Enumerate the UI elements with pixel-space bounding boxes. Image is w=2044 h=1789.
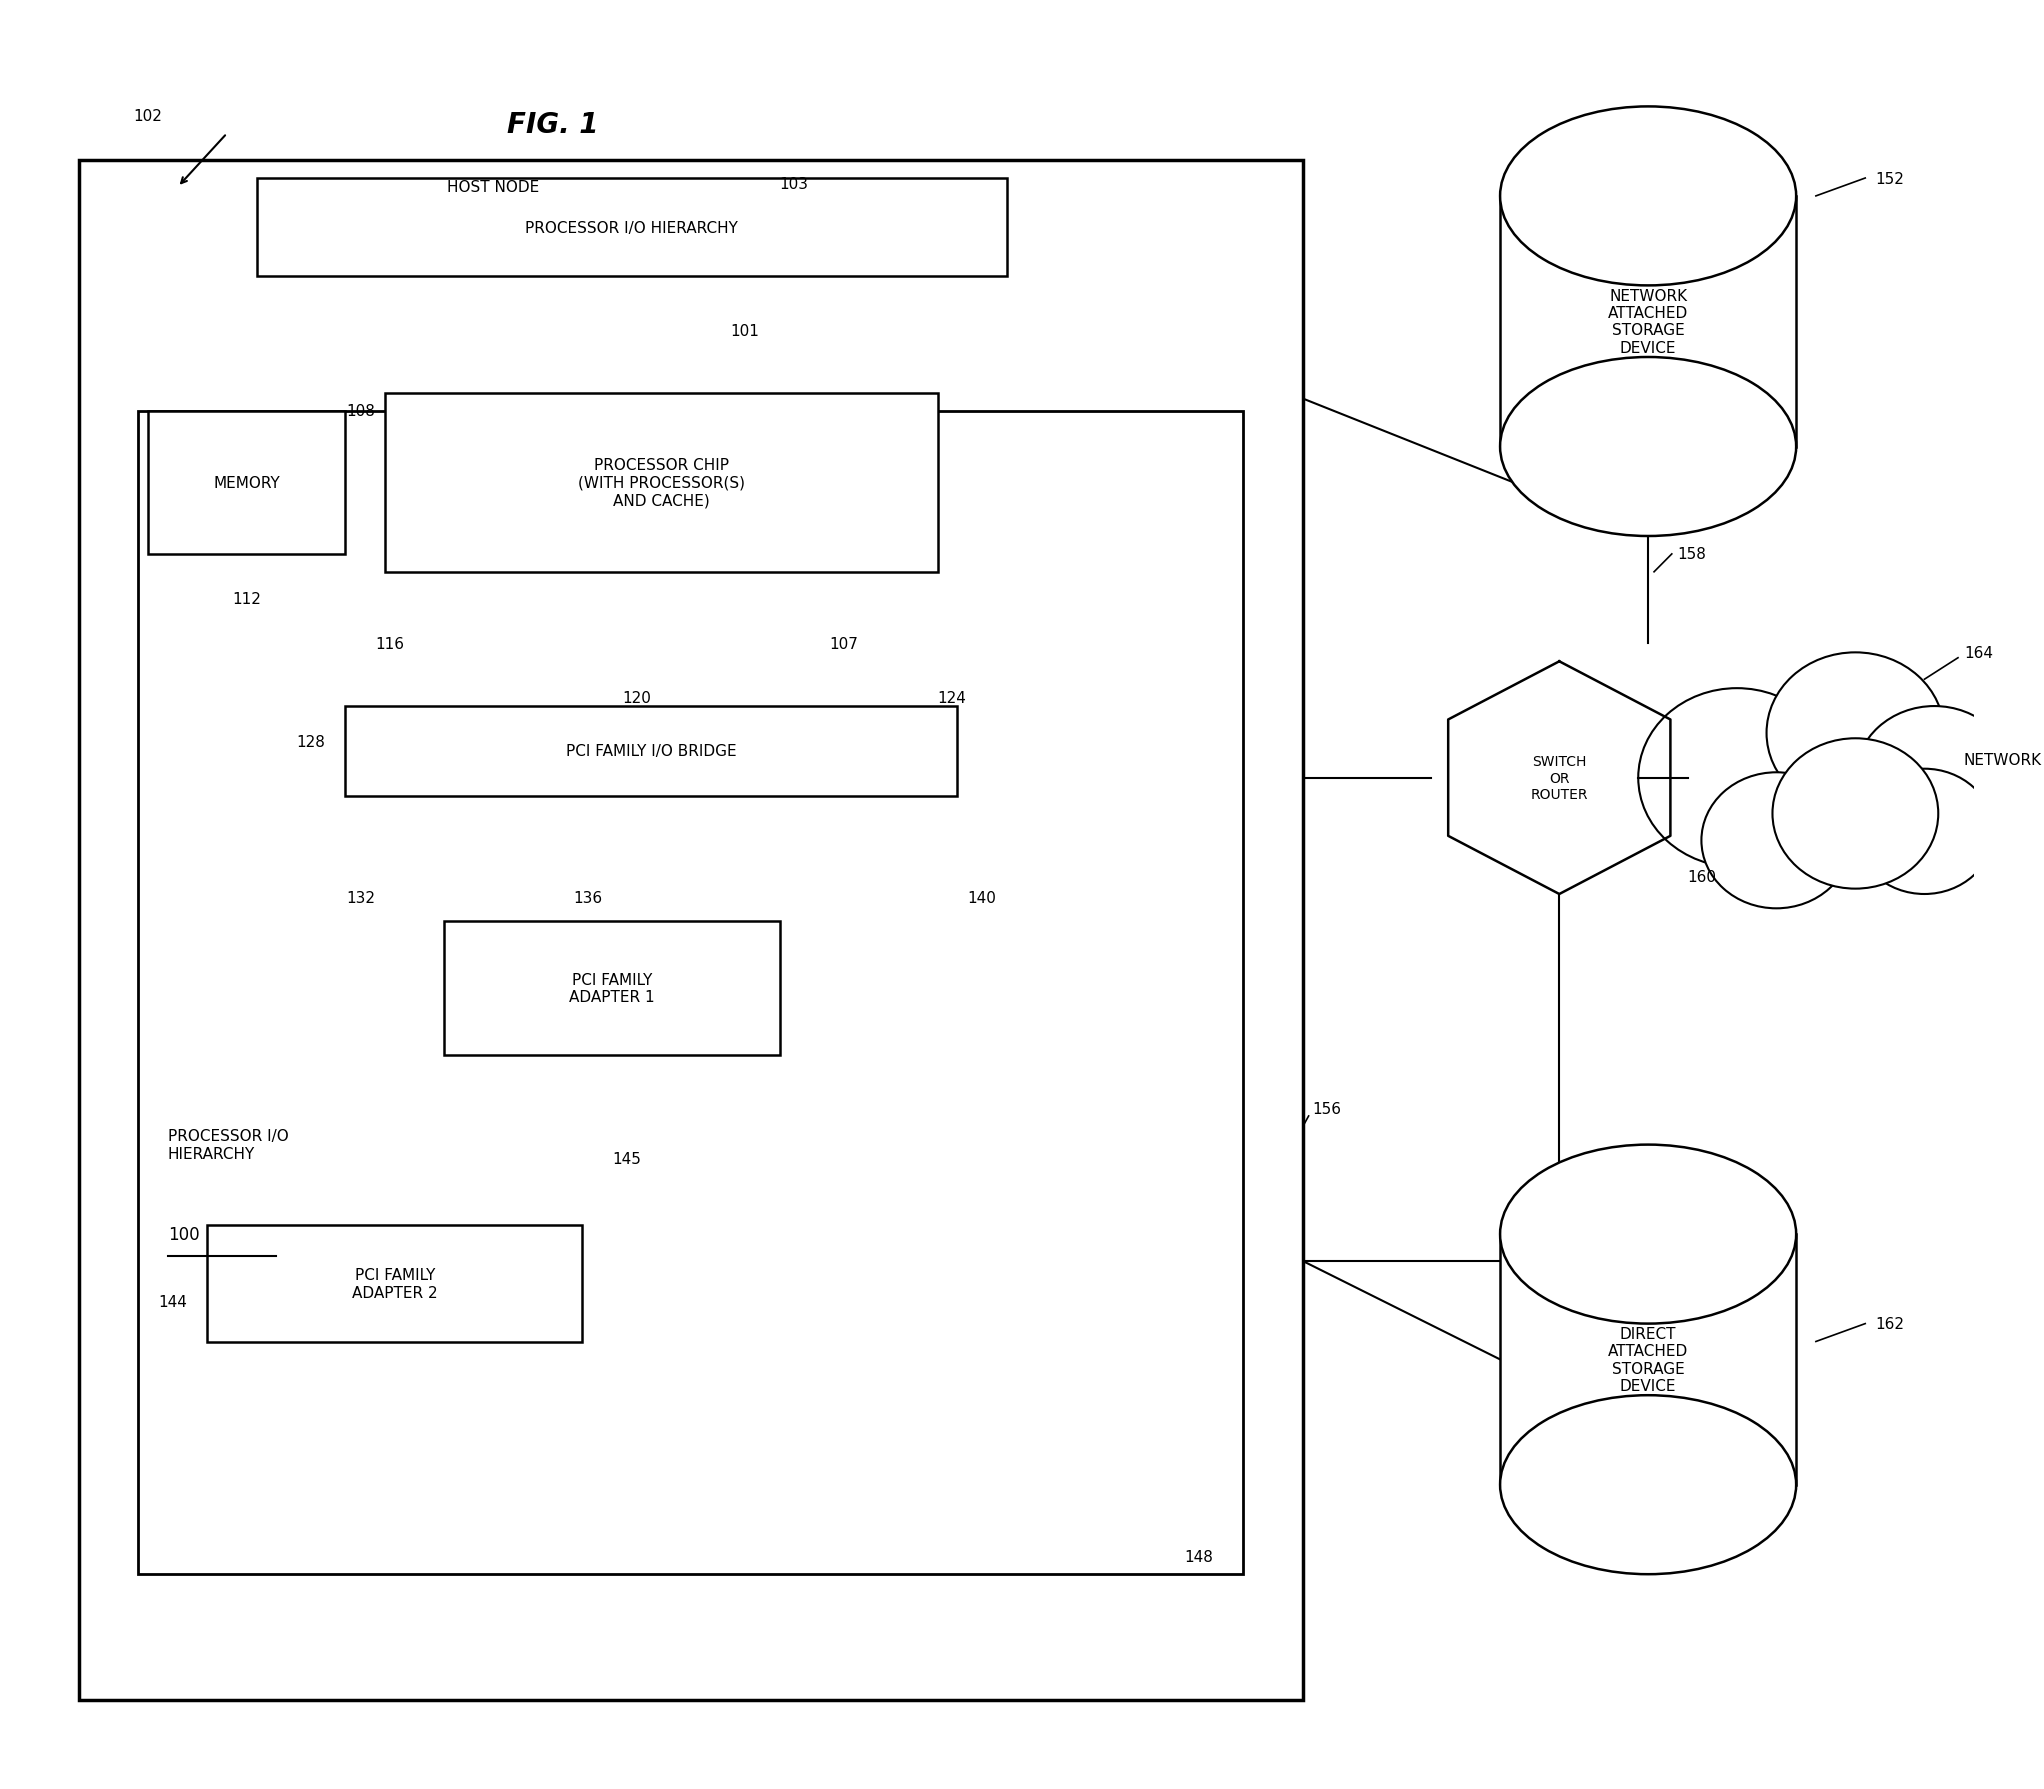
- Text: 160: 160: [1688, 869, 1717, 884]
- FancyBboxPatch shape: [345, 707, 957, 796]
- Text: DIRECT
ATTACHED
STORAGE
DEVICE: DIRECT ATTACHED STORAGE DEVICE: [1609, 1326, 1688, 1394]
- Text: 152: 152: [1874, 172, 1903, 186]
- Circle shape: [1856, 707, 2013, 850]
- Circle shape: [1856, 769, 1993, 894]
- FancyBboxPatch shape: [444, 921, 779, 1056]
- Text: NETWORK
ATTACHED
STORAGE
DEVICE: NETWORK ATTACHED STORAGE DEVICE: [1609, 288, 1688, 356]
- Text: FIG. 1: FIG. 1: [507, 111, 599, 140]
- Circle shape: [1766, 653, 1944, 814]
- Text: 158: 158: [1678, 547, 1707, 562]
- Text: PCI FAMILY
ADAPTER 1: PCI FAMILY ADAPTER 1: [568, 971, 654, 1005]
- Text: 112: 112: [233, 592, 262, 606]
- Text: 116: 116: [376, 637, 405, 651]
- Text: PROCESSOR I/O
HIERARCHY: PROCESSOR I/O HIERARCHY: [168, 1129, 288, 1161]
- FancyBboxPatch shape: [139, 411, 1243, 1574]
- FancyBboxPatch shape: [206, 1225, 583, 1342]
- Text: 162: 162: [1874, 1317, 1905, 1331]
- Text: 156: 156: [1312, 1102, 1341, 1116]
- Text: NETWORK: NETWORK: [1964, 753, 2042, 767]
- Polygon shape: [1449, 662, 1670, 894]
- Text: SWITCH
OR
ROUTER: SWITCH OR ROUTER: [1531, 755, 1588, 801]
- Text: 140: 140: [967, 891, 995, 905]
- Text: HOST NODE: HOST NODE: [448, 181, 540, 195]
- Circle shape: [1772, 739, 1938, 889]
- Text: MEMORY: MEMORY: [213, 476, 280, 490]
- Text: PCI FAMILY
ADAPTER 2: PCI FAMILY ADAPTER 2: [352, 1267, 437, 1301]
- Text: 128: 128: [296, 735, 325, 750]
- FancyBboxPatch shape: [1500, 1234, 1797, 1485]
- Text: 144: 144: [159, 1293, 188, 1310]
- FancyBboxPatch shape: [258, 179, 1006, 277]
- FancyBboxPatch shape: [147, 411, 345, 555]
- Text: 107: 107: [830, 637, 858, 651]
- Text: 102: 102: [133, 109, 161, 123]
- Text: 124: 124: [938, 691, 967, 705]
- FancyBboxPatch shape: [80, 161, 1302, 1700]
- Text: 101: 101: [730, 324, 758, 338]
- Text: PROCESSOR CHIP
(WITH PROCESSOR(S)
AND CACHE): PROCESSOR CHIP (WITH PROCESSOR(S) AND CA…: [578, 458, 744, 508]
- Circle shape: [1637, 689, 1836, 868]
- Ellipse shape: [1500, 107, 1797, 286]
- Text: PROCESSOR I/O HIERARCHY: PROCESSOR I/O HIERARCHY: [525, 220, 738, 236]
- Text: 103: 103: [779, 177, 809, 191]
- Circle shape: [1701, 773, 1852, 909]
- Text: 145: 145: [611, 1150, 640, 1166]
- Ellipse shape: [1500, 1395, 1797, 1574]
- Text: 164: 164: [1964, 646, 1993, 660]
- Ellipse shape: [1500, 358, 1797, 537]
- Text: PCI FAMILY I/O BRIDGE: PCI FAMILY I/O BRIDGE: [566, 744, 736, 759]
- Text: 132: 132: [345, 891, 374, 905]
- Text: 100: 100: [168, 1225, 200, 1243]
- Ellipse shape: [1500, 1145, 1797, 1324]
- Text: 136: 136: [572, 891, 603, 905]
- Text: 108: 108: [345, 404, 374, 419]
- FancyBboxPatch shape: [384, 394, 938, 572]
- Text: 148: 148: [1183, 1549, 1214, 1564]
- FancyBboxPatch shape: [1500, 197, 1797, 447]
- Text: 120: 120: [623, 691, 652, 705]
